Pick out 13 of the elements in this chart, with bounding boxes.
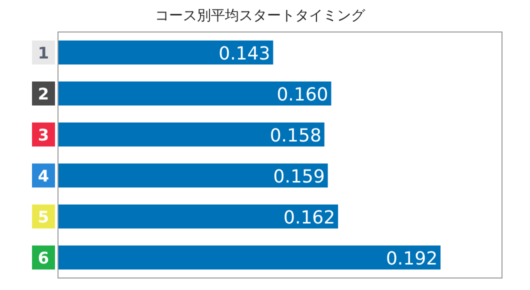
data-label: 0.192	[386, 248, 438, 270]
y-tick-label: 5	[38, 208, 50, 226]
y-tick-label: 6	[38, 248, 50, 268]
data-label: 0.159	[273, 166, 325, 188]
y-tick-label: 1	[38, 44, 50, 62]
data-label: 0.162	[284, 208, 336, 228]
y-tick-label: 3	[38, 126, 50, 144]
data-label: 0.158	[270, 126, 322, 146]
data-label: 0.143	[218, 44, 270, 64]
data-label: 0.160	[276, 84, 328, 106]
y-tick-label: 4	[38, 166, 50, 186]
chart-title: コース別平均スタートタイミング	[155, 8, 366, 24]
y-tick-label: 2	[38, 84, 50, 104]
